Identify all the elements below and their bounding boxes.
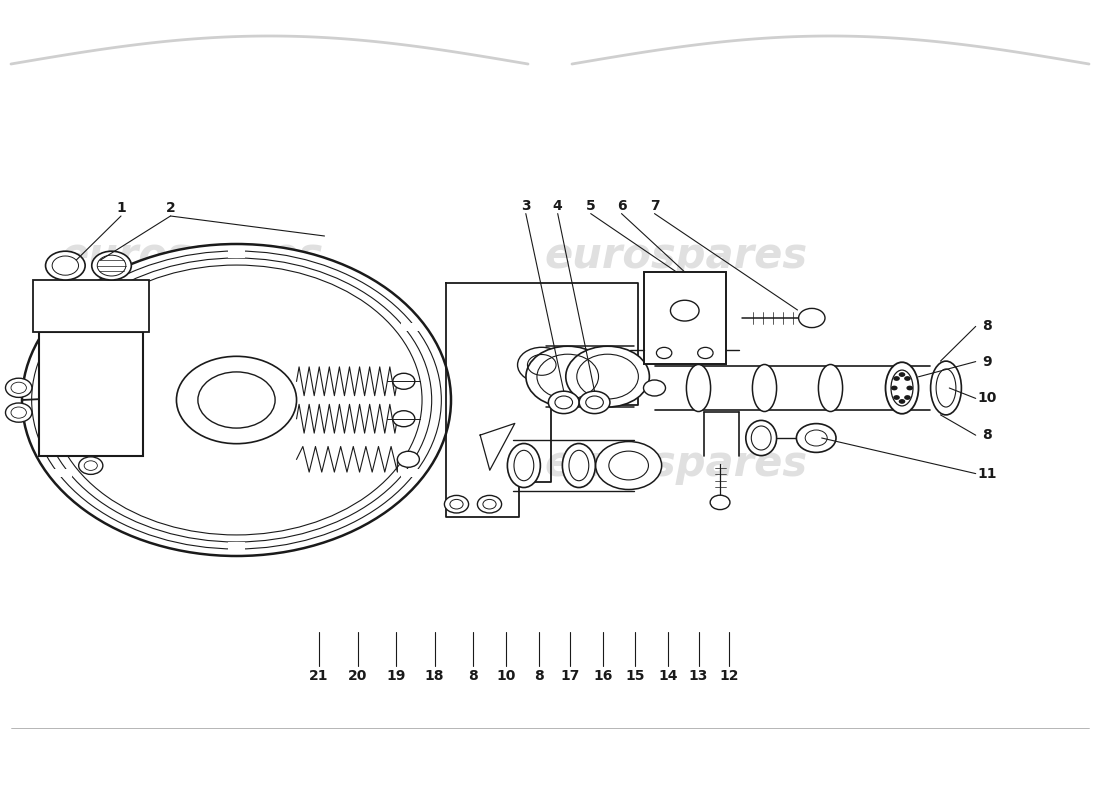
Text: eurospares: eurospares bbox=[60, 235, 324, 277]
Circle shape bbox=[517, 347, 566, 382]
Text: 4: 4 bbox=[553, 199, 562, 214]
Text: 1: 1 bbox=[117, 201, 125, 215]
Circle shape bbox=[799, 308, 825, 328]
Bar bbox=[54, 323, 72, 331]
Circle shape bbox=[579, 391, 609, 414]
Text: 12: 12 bbox=[719, 669, 739, 683]
Text: 3: 3 bbox=[521, 199, 530, 214]
Text: 20: 20 bbox=[348, 669, 367, 683]
Text: 10: 10 bbox=[977, 391, 997, 406]
Circle shape bbox=[393, 410, 415, 426]
Ellipse shape bbox=[818, 365, 843, 411]
Circle shape bbox=[670, 300, 698, 321]
Ellipse shape bbox=[886, 362, 918, 414]
Circle shape bbox=[548, 391, 579, 414]
Ellipse shape bbox=[569, 450, 589, 481]
Circle shape bbox=[79, 457, 103, 474]
Ellipse shape bbox=[931, 361, 961, 415]
Circle shape bbox=[444, 495, 469, 513]
Text: 14: 14 bbox=[658, 669, 678, 683]
Circle shape bbox=[198, 372, 275, 428]
Bar bbox=[402, 469, 419, 477]
Text: 8: 8 bbox=[982, 428, 991, 442]
Text: 8: 8 bbox=[469, 669, 477, 683]
Text: 16: 16 bbox=[593, 669, 613, 683]
Text: 8: 8 bbox=[535, 669, 543, 683]
Circle shape bbox=[6, 403, 32, 422]
Bar bbox=[54, 469, 72, 477]
Text: 19: 19 bbox=[386, 669, 406, 683]
Ellipse shape bbox=[746, 421, 777, 456]
Text: 10: 10 bbox=[496, 669, 516, 683]
Circle shape bbox=[596, 442, 661, 490]
Circle shape bbox=[891, 386, 898, 390]
Circle shape bbox=[565, 346, 649, 407]
Circle shape bbox=[393, 374, 415, 390]
Ellipse shape bbox=[514, 450, 534, 481]
Circle shape bbox=[906, 386, 913, 390]
Text: 18: 18 bbox=[425, 669, 444, 683]
Circle shape bbox=[91, 251, 131, 280]
Ellipse shape bbox=[562, 443, 595, 487]
Circle shape bbox=[904, 376, 911, 381]
Text: 6: 6 bbox=[617, 199, 626, 214]
Circle shape bbox=[711, 495, 730, 510]
Circle shape bbox=[477, 495, 502, 513]
Text: eurospares: eurospares bbox=[60, 443, 324, 485]
Text: 2: 2 bbox=[166, 201, 175, 215]
Bar bbox=[228, 542, 245, 550]
Text: 8: 8 bbox=[982, 319, 991, 334]
Circle shape bbox=[899, 399, 905, 404]
Text: eurospares: eurospares bbox=[544, 443, 808, 485]
Bar bbox=[39, 332, 143, 456]
Circle shape bbox=[657, 347, 672, 358]
Bar bbox=[402, 323, 419, 331]
Text: 17: 17 bbox=[560, 669, 580, 683]
Circle shape bbox=[397, 451, 419, 467]
Ellipse shape bbox=[686, 365, 711, 411]
Ellipse shape bbox=[507, 443, 540, 487]
Circle shape bbox=[176, 356, 297, 444]
Circle shape bbox=[899, 372, 905, 377]
Text: 21: 21 bbox=[309, 669, 329, 683]
Circle shape bbox=[796, 424, 836, 452]
Circle shape bbox=[22, 244, 451, 556]
Circle shape bbox=[644, 380, 666, 396]
Text: eurospares: eurospares bbox=[544, 235, 808, 277]
Text: 13: 13 bbox=[689, 669, 708, 683]
Circle shape bbox=[526, 346, 609, 407]
Ellipse shape bbox=[752, 365, 777, 411]
Text: 7: 7 bbox=[650, 199, 659, 214]
Circle shape bbox=[904, 395, 911, 400]
Text: 5: 5 bbox=[586, 199, 595, 214]
Text: 11: 11 bbox=[977, 466, 997, 481]
Circle shape bbox=[893, 376, 900, 381]
Bar bbox=[228, 250, 245, 258]
Bar bbox=[644, 272, 726, 364]
Circle shape bbox=[45, 251, 85, 280]
Text: 15: 15 bbox=[625, 669, 645, 683]
Circle shape bbox=[6, 378, 32, 398]
Circle shape bbox=[893, 395, 900, 400]
Circle shape bbox=[697, 347, 713, 358]
Text: 9: 9 bbox=[982, 354, 991, 369]
Bar bbox=[33, 280, 148, 332]
